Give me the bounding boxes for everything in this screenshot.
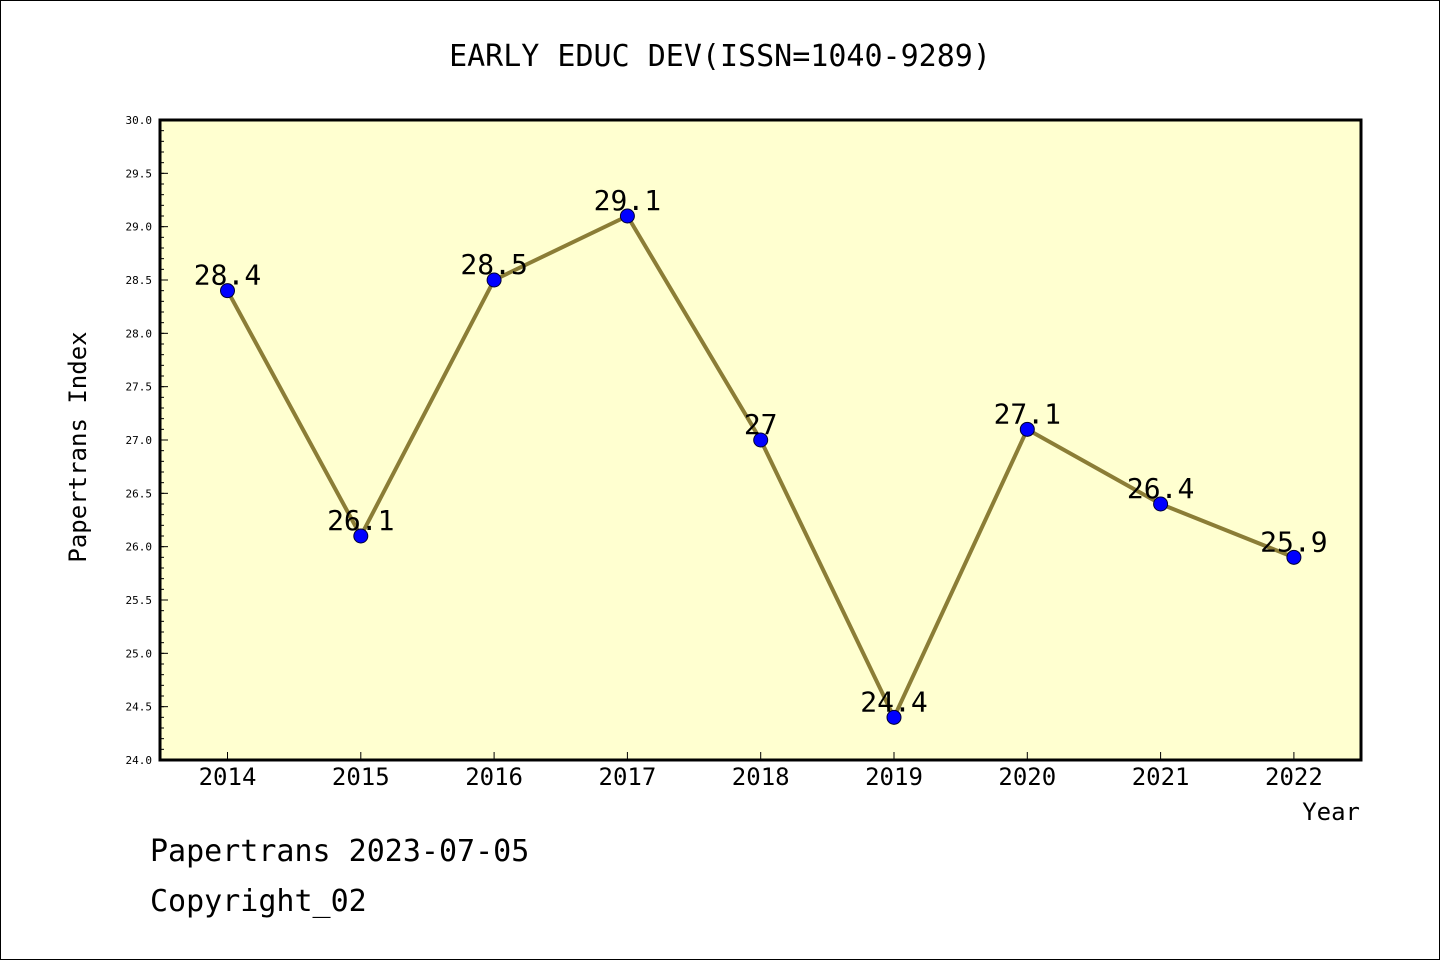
y-tick-label: 26.5 — [126, 487, 153, 500]
y-tick-label: 30.0 — [126, 114, 153, 127]
data-point — [486, 272, 502, 288]
data-label: 24.4 — [860, 685, 927, 718]
data-label: 26.4 — [1127, 472, 1194, 505]
data-label: 28.4 — [194, 259, 261, 292]
data-point — [619, 208, 635, 224]
x-tick-label: 2018 — [732, 763, 790, 791]
x-axis-label: Year — [1302, 798, 1360, 826]
x-tick-label: 2022 — [1265, 763, 1323, 791]
y-tick-label: 29.5 — [126, 167, 153, 180]
data-label: 25.9 — [1260, 525, 1327, 558]
data-label: 27 — [744, 408, 778, 441]
data-point — [886, 709, 902, 725]
data-label: 26.1 — [327, 504, 394, 537]
data-point — [1286, 549, 1302, 565]
y-tick-label: 28.0 — [126, 327, 153, 340]
data-point — [1019, 421, 1035, 437]
axis-ticks: 24.0 24.5 25.0 25.5 26.0 26.5 27.0 27.5 28.0 28.5… — [126, 114, 1323, 791]
y-tick-label: 28.5 — [126, 274, 153, 287]
y-tick-label: 27.5 — [126, 381, 153, 394]
data-point — [753, 432, 769, 448]
y-tick-label: 26.0 — [126, 541, 153, 554]
x-tick-label: 2019 — [865, 763, 923, 791]
plot-border — [158, 118, 1363, 762]
y-tick-label: 25.0 — [126, 647, 153, 660]
chart-title: EARLY EDUC DEV(ISSN=1040-9289) — [449, 39, 991, 74]
x-tick-label: 2021 — [1132, 763, 1190, 791]
x-tick-label: 2015 — [332, 763, 390, 791]
y-tick-label: 29.0 — [126, 221, 153, 234]
x-tick-label: 2020 — [998, 763, 1056, 791]
data-point — [353, 528, 369, 544]
data-label: 28.5 — [460, 248, 527, 281]
y-tick-label: 25.5 — [126, 594, 153, 607]
y-tick-label: 24.0 — [126, 754, 153, 767]
data-label: 29.1 — [594, 184, 661, 217]
data-labels: 28.4 26.1 28.5 29.1 27 24.4 27.1 26.4 25.9 — [194, 184, 1328, 718]
data-point — [220, 283, 235, 299]
footer-copyright: Copyright_02 — [150, 884, 367, 919]
footer-date: Papertrans 2023-07-05 — [150, 834, 530, 869]
data-points — [220, 208, 1302, 725]
y-axis-label: Papertrans Index — [64, 331, 92, 562]
x-tick-label: 2016 — [465, 763, 523, 791]
data-label: 27.1 — [994, 397, 1061, 430]
y-tick-label: 24.5 — [126, 701, 153, 714]
x-tick-label: 2014 — [199, 763, 257, 791]
y-tick-label: 27.0 — [126, 434, 153, 447]
data-point — [1153, 496, 1169, 512]
x-tick-label: 2017 — [599, 763, 657, 791]
